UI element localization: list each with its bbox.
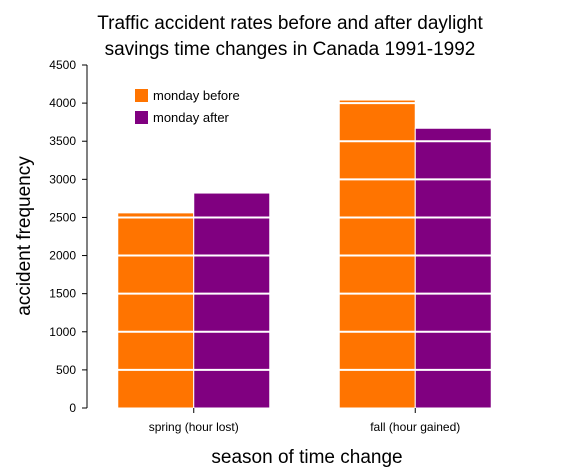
y-tick-label: 2000 — [49, 249, 76, 263]
x-category-label: fall (hour gained) — [370, 420, 460, 434]
y-tick-label: 4500 — [49, 58, 76, 72]
legend-label: monday before — [153, 88, 240, 103]
y-axis-title: accident frequency — [14, 156, 35, 316]
gridlines — [88, 64, 530, 371]
legend-swatch — [135, 111, 148, 124]
y-axis: 0 500 1000 1500 2000 2500 3000 3500 4000 4500 — [49, 58, 88, 415]
y-tick-label: 1000 — [49, 325, 76, 339]
legend-swatch — [135, 89, 148, 102]
chart-title-line-1: Traffic accident rates before and after … — [97, 13, 483, 34]
x-category-label: spring (hour lost) — [149, 420, 239, 434]
bar-monday-before-0 — [117, 212, 195, 409]
legend-label: monday after — [153, 110, 230, 125]
y-tick-label: 3000 — [49, 172, 76, 186]
bars — [117, 99, 492, 409]
y-tick-label: 500 — [56, 363, 76, 377]
y-tick-label: 1500 — [49, 287, 76, 301]
chart-title: Traffic accident rates before and after … — [97, 13, 483, 60]
chart-title-line-2: savings time changes in Canada 1991-1992 — [105, 39, 476, 60]
y-tick-label: 4000 — [49, 96, 76, 110]
bar-monday-after-1 — [414, 127, 492, 409]
y-tick-label: 0 — [69, 401, 76, 415]
bar-monday-before-1 — [338, 99, 416, 409]
y-tick-label: 2500 — [49, 210, 76, 224]
x-axis-title: season of time change — [211, 447, 402, 468]
bar-monday-after-0 — [193, 192, 271, 409]
x-axis: spring (hour lost) fall (hour gained) — [149, 408, 460, 434]
legend: monday before monday after — [135, 88, 240, 125]
y-tick-label: 3500 — [49, 134, 76, 148]
